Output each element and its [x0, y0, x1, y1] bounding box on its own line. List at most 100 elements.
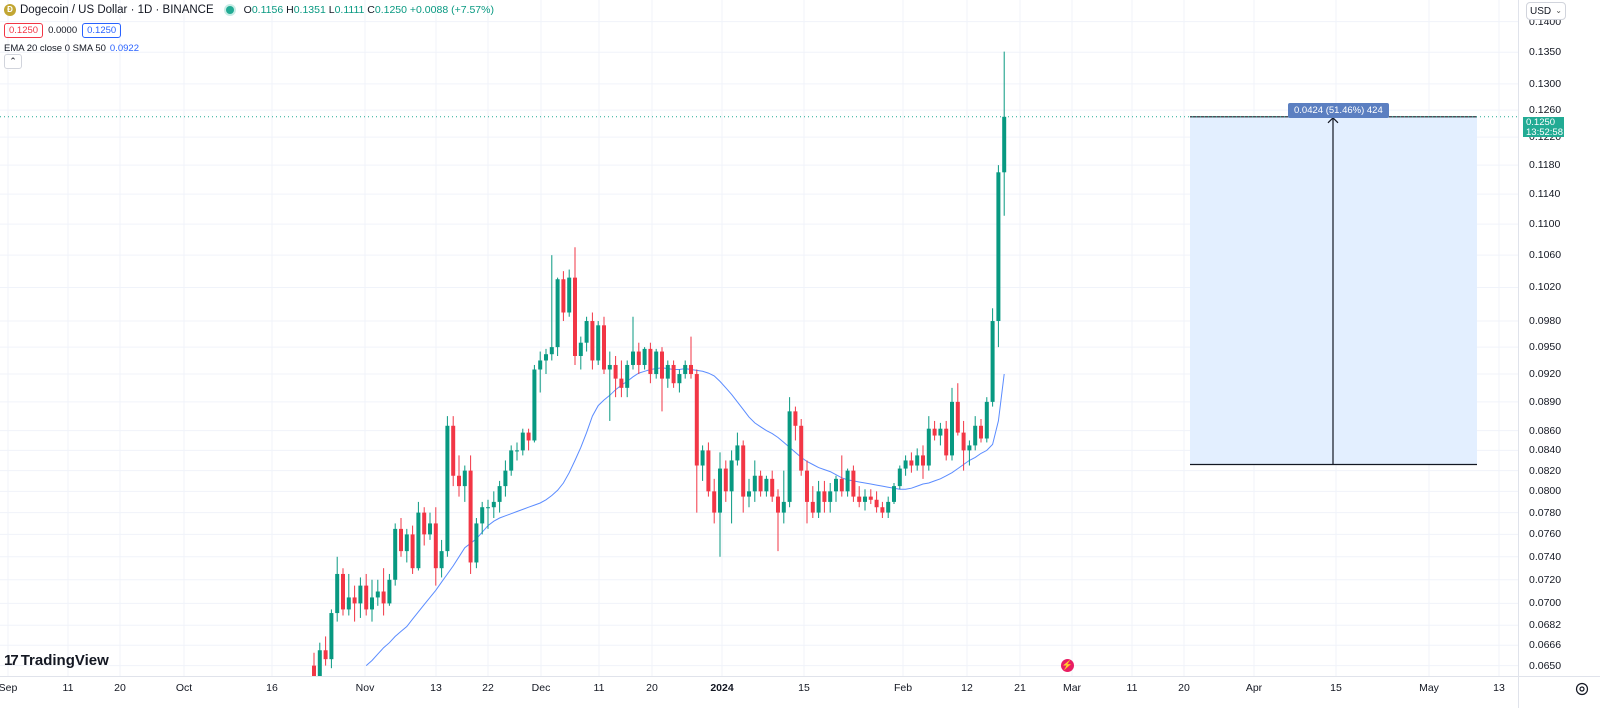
- close-key: C: [367, 4, 375, 16]
- candle-body-up: [596, 325, 601, 361]
- time-tick-label: 20: [1178, 682, 1190, 694]
- time-tick-label: 11: [593, 682, 605, 694]
- candle-body-up: [845, 470, 850, 492]
- buy-button[interactable]: 0.1250: [82, 23, 122, 38]
- candle-body-up: [515, 450, 519, 452]
- candle-body-up: [828, 491, 833, 502]
- time-tick-label: Apr: [1245, 682, 1263, 694]
- time-tick-label: Nov: [355, 682, 375, 694]
- candle-body-up: [445, 425, 450, 552]
- axis-corner: [1518, 676, 1600, 708]
- price-axis[interactable]: 0.1400 0.1350 0.1300 0.1260 0.1220 0.1180 0.11…: [1518, 0, 1600, 676]
- candle-body-down: [694, 374, 699, 466]
- candle-body-up: [967, 445, 972, 451]
- candle-body-up: [781, 501, 786, 513]
- candle-body-up: [358, 585, 363, 604]
- candle-body-up: [428, 523, 432, 535]
- candle-body-down: [381, 591, 386, 604]
- candle-body-up: [903, 460, 908, 469]
- candle-body-up: [654, 351, 659, 375]
- candle-body-up: [747, 491, 751, 497]
- price-tick-label: 0.1180: [1529, 159, 1561, 172]
- candle-body-up: [892, 486, 896, 502]
- candle-body-down: [793, 411, 798, 426]
- candle-body-up: [915, 455, 920, 466]
- candle-body-up: [370, 597, 374, 610]
- candle-body-up: [700, 450, 705, 466]
- candle-body-down: [874, 499, 879, 508]
- time-tick-label: 21: [1014, 682, 1026, 694]
- candle-body-down: [410, 534, 415, 569]
- time-tick-label: 15: [1330, 682, 1342, 694]
- candle-body-down: [810, 501, 815, 513]
- candle-body-down: [723, 468, 728, 492]
- candle-body-down: [857, 496, 862, 502]
- candle-body-up: [578, 342, 583, 356]
- candle-body-up: [642, 348, 647, 365]
- chart-legend: Ð Dogecoin / US Dollar · 1D · BINANCE O0…: [4, 3, 494, 54]
- time-tick-label: 2024: [710, 682, 734, 694]
- candle-body-down: [770, 478, 775, 497]
- candle-body-down: [868, 496, 873, 500]
- collapse-legend-button[interactable]: ⌃: [4, 54, 22, 69]
- candle-body-down: [955, 401, 960, 433]
- time-axis[interactable]: Sep 11 20 Oct 16 Nov 13 22 Dec 11 20 2024 15 Feb 12 21 M…: [0, 676, 1518, 708]
- price-tick-label: 0.0760: [1529, 528, 1562, 541]
- price-tick-label: 0.0890: [1529, 395, 1562, 408]
- time-tick-label: Sep: [0, 682, 18, 694]
- tradingview-logo[interactable]: 17 TradingView: [4, 652, 109, 669]
- candle-body-up: [567, 277, 572, 313]
- candle-body-down: [451, 425, 456, 476]
- candle-body-up: [584, 321, 589, 343]
- candle-body-up: [346, 597, 351, 610]
- time-tick-label: 20: [114, 682, 126, 694]
- indicator-label[interactable]: EMA 20 close 0 SMA 50: [4, 43, 106, 54]
- time-tick-label: Feb: [893, 682, 913, 694]
- market-open-status-icon: [225, 6, 234, 14]
- candle-body-down: [323, 650, 328, 660]
- price-tick-label: 0.0682: [1529, 619, 1562, 632]
- time-tick-label: 11: [62, 682, 74, 694]
- symbol-title[interactable]: Dogecoin / US Dollar · 1D · BINANCE: [20, 4, 214, 16]
- price-tick-label: 0.1300: [1529, 77, 1562, 90]
- high-key: H: [286, 4, 294, 16]
- low-key: L: [328, 4, 335, 16]
- sell-button[interactable]: 0.1250: [4, 23, 44, 38]
- candle-body-up: [549, 347, 554, 355]
- candle-body-up: [393, 528, 398, 580]
- candle-body-down: [839, 478, 844, 492]
- candle-body-down: [561, 279, 566, 313]
- candle-body-up: [886, 501, 891, 513]
- candle-body-up: [491, 501, 496, 508]
- time-tick-label: 16: [266, 682, 278, 694]
- lightning-icon[interactable]: ⚡: [1061, 659, 1074, 672]
- candle-body-down: [613, 364, 618, 379]
- logo-text: TradingView: [20, 652, 109, 669]
- candle-body-down: [636, 351, 641, 365]
- chart-canvas[interactable]: [0, 0, 1518, 676]
- candle-body-up: [631, 351, 635, 365]
- candle-body-down: [944, 428, 949, 456]
- candle-body-down: [851, 470, 856, 497]
- currency-label: USD: [1530, 5, 1552, 17]
- candle-body-up: [926, 428, 931, 466]
- price-tick-label: 0.0740: [1529, 550, 1562, 563]
- currency-selector[interactable]: USD ⌄: [1526, 2, 1566, 20]
- candle-body-down: [712, 491, 717, 513]
- candle-body-up: [607, 364, 612, 370]
- candle-body-up: [335, 573, 340, 614]
- price-tick-label: 0.0700: [1529, 597, 1562, 610]
- candle-body-up: [1002, 116, 1007, 173]
- candle-body-up: [375, 591, 380, 598]
- candle-body-down: [660, 351, 664, 379]
- candle-body-up: [834, 478, 838, 492]
- time-tick-label: Oct: [175, 682, 193, 694]
- candle-body-up: [897, 468, 902, 487]
- settings-icon[interactable]: [1574, 681, 1590, 697]
- candle-body-up: [509, 450, 514, 471]
- candle-body-down: [352, 597, 357, 604]
- chart-pane[interactable]: [0, 0, 1518, 676]
- time-tick-label: 12: [961, 682, 973, 694]
- candle-body-down: [921, 455, 925, 466]
- time-tick-label: 13: [430, 682, 442, 694]
